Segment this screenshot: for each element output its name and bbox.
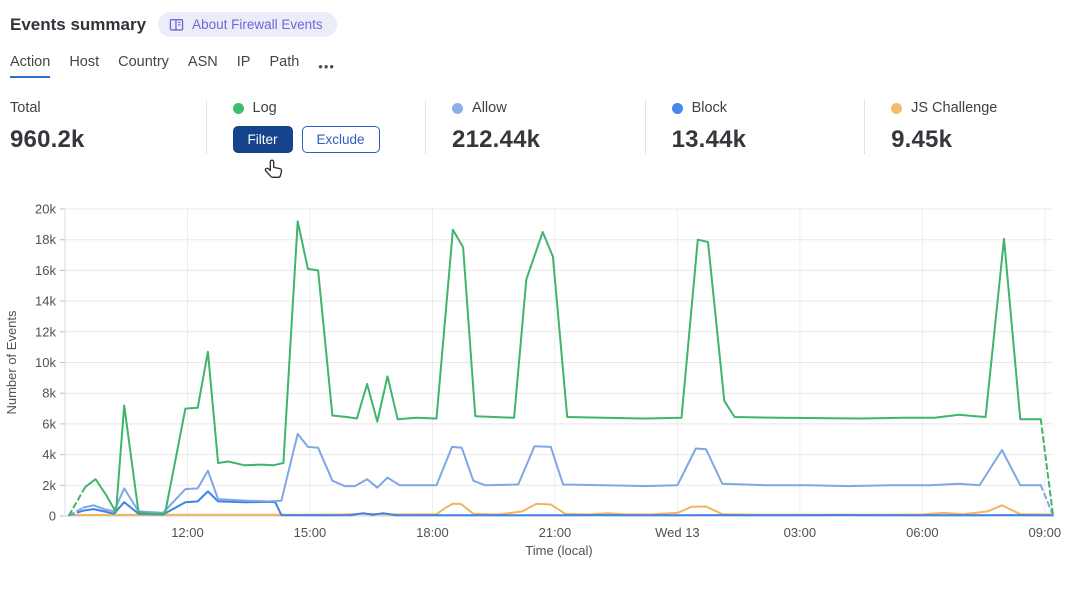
stat-block: Block 13.44k [644, 100, 865, 154]
block-series-dot [671, 102, 683, 114]
chart-line-log [84, 220, 1042, 515]
allow-value: 212.44k [452, 126, 541, 153]
about-firewall-events-link[interactable]: About Firewall Events [158, 12, 337, 37]
chart-line-block [82, 490, 1054, 517]
chart-line-allow [82, 432, 1042, 514]
stat-allow: Allow 212.44k [425, 100, 645, 154]
events-over-time-chart[interactable]: 12:00 15:00 18:00 21:00 Wed 13 03:00 06:00 09:0… [0, 192, 1068, 567]
y-axis-title: Number of Events [4, 310, 19, 415]
summary-tabs: Action Host Country ASN IP Path ••• [10, 54, 1058, 78]
total-label: Total [10, 100, 41, 116]
stats-row: Total 960.2k Log Filter Exclude Allow 21… [10, 100, 1058, 154]
js-challenge-label: JS Challenge [911, 100, 998, 116]
mouse-cursor-hand-icon [264, 159, 283, 178]
y-tick-label: 10k [35, 355, 56, 370]
stat-total: Total 960.2k [10, 100, 206, 154]
js-challenge-value: 9.45k [891, 126, 953, 153]
chart-line-allow-dash-start [68, 506, 85, 517]
log-series-dot [232, 102, 244, 114]
tab-host[interactable]: Host [69, 54, 100, 70]
x-tick-label: Wed 13 [655, 525, 700, 540]
x-tick-label: 06:00 [906, 525, 939, 540]
more-tabs-button[interactable]: ••• [318, 59, 335, 78]
block-label: Block [691, 100, 728, 116]
allow-series-dot [452, 102, 464, 114]
tab-action[interactable]: Action [10, 54, 51, 78]
tab-path[interactable]: Path [269, 54, 300, 70]
block-value: 13.44k [671, 126, 747, 153]
about-firewall-events-label: About Firewall Events [192, 17, 323, 32]
chart-line-allow-dash-end [1039, 484, 1054, 517]
tab-asn[interactable]: ASN [187, 54, 218, 70]
total-value: 960.2k [10, 126, 85, 153]
page-title: Events summary [10, 14, 147, 34]
x-axis-title: Time (local) [525, 543, 592, 558]
allow-label: Allow [472, 100, 507, 116]
y-tick-label: 0 [49, 509, 56, 524]
y-tick-label: 4k [42, 447, 56, 462]
log-label: Log [252, 100, 277, 116]
y-tick-label: 16k [35, 263, 56, 278]
x-tick-label: 12:00 [171, 525, 204, 540]
tab-ip[interactable]: IP [236, 54, 251, 70]
js-challenge-series-dot [891, 102, 903, 114]
exclude-button[interactable]: Exclude [301, 126, 380, 153]
x-tick-label: 18:00 [416, 525, 449, 540]
y-tick-label: 12k [35, 324, 56, 339]
stat-js-challenge: JS Challenge 9.45k [864, 100, 1058, 154]
x-tick-label: 09:00 [1029, 525, 1062, 540]
y-tick-label: 8k [42, 386, 56, 401]
x-tick-label: 15:00 [294, 525, 327, 540]
book-icon [169, 18, 184, 32]
chart-line-log-dash-end [1039, 418, 1054, 517]
chart-canvas[interactable]: 12:00 15:00 18:00 21:00 Wed 13 03:00 06:00 09:0… [0, 192, 1068, 567]
y-tick-label: 20k [35, 202, 56, 217]
y-tick-label: 6k [42, 416, 56, 431]
y-tick-label: 18k [35, 232, 56, 247]
header: Events summary About Firewall Events [10, 12, 1058, 37]
chart-line-log-dash-start [68, 485, 87, 517]
y-tick-label: 2k [42, 478, 56, 493]
x-tick-label: 03:00 [784, 525, 817, 540]
chart-line-js-challenge [68, 502, 1054, 517]
tab-country[interactable]: Country [118, 54, 169, 70]
filter-button[interactable]: Filter [232, 126, 293, 153]
stat-log: Log Filter Exclude [205, 100, 426, 154]
x-tick-label: 21:00 [539, 525, 572, 540]
y-tick-label: 14k [35, 294, 56, 309]
